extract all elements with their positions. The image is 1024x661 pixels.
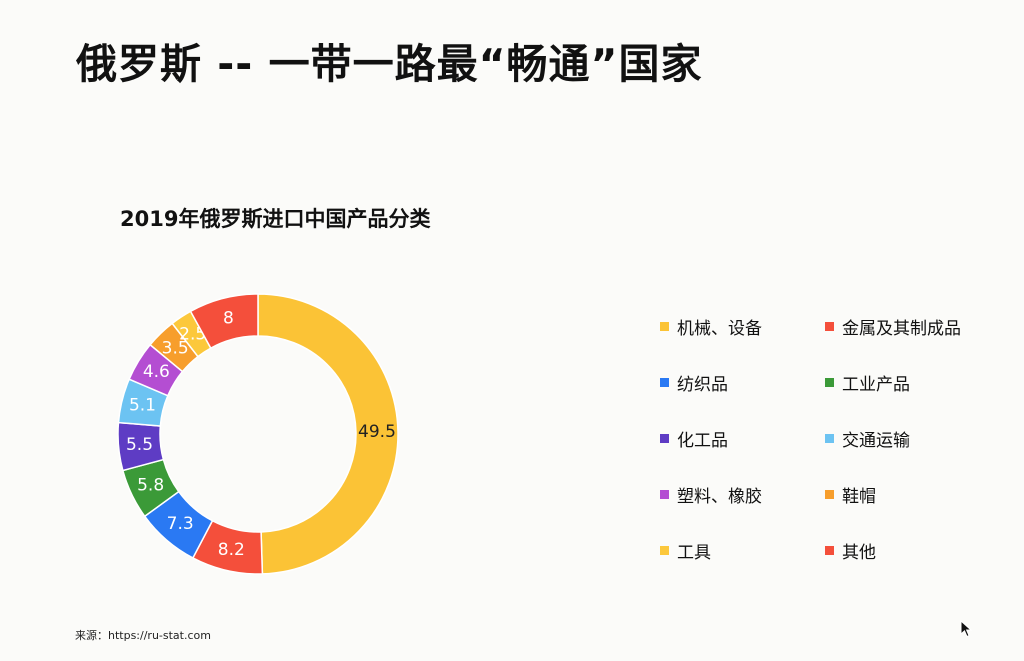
legend-item: 化工品: [660, 424, 825, 452]
legend-item: 机械、设备: [660, 312, 825, 340]
legend-item: 纺织品: [660, 368, 825, 396]
slice-data-label: 8.2: [218, 540, 245, 560]
slice-data-label: 4.6: [143, 362, 170, 382]
legend-label: 交通运输: [842, 430, 910, 451]
legend-label: 工具: [677, 542, 711, 563]
mouse-cursor-icon: [960, 620, 973, 638]
legend-label: 工业产品: [842, 374, 910, 395]
legend-label: 机械、设备: [677, 318, 762, 339]
legend-swatch: [825, 545, 834, 555]
legend-swatch: [660, 433, 669, 443]
legend-swatch: [660, 377, 669, 387]
legend-label: 鞋帽: [842, 486, 876, 507]
chart-title: 2019年俄罗斯进口中国产品分类: [120, 207, 431, 231]
chart-legend: 机械、设备 金属及其制成品纺织品 工业产品化工品 交通运输塑料、橡胶 鞋帽工具 其他: [660, 312, 1000, 592]
legend-item: 塑料、橡胶: [660, 480, 825, 508]
slice-data-label: 5.1: [129, 395, 156, 415]
donut-slice: [257, 293, 399, 575]
donut-slice: [189, 293, 259, 350]
legend-label: 塑料、橡胶: [677, 486, 762, 507]
legend-swatch: [825, 321, 834, 331]
slice-data-label: 49.5: [358, 422, 396, 442]
legend-swatch: [825, 433, 834, 443]
legend-swatch: [825, 489, 834, 499]
legend-item: 其他: [825, 536, 1000, 564]
legend-label: 其他: [842, 542, 876, 563]
legend-item: 鞋帽: [825, 480, 1000, 508]
legend-item: 工具: [660, 536, 825, 564]
legend-label: 化工品: [677, 430, 728, 451]
legend-swatch: [825, 377, 834, 387]
legend-label: 金属及其制成品: [842, 318, 961, 339]
slice-data-label: 7.3: [167, 514, 194, 534]
legend-label: 纺织品: [677, 374, 728, 395]
slice-data-label: 5.8: [137, 475, 164, 495]
slice-data-label: 3.5: [162, 339, 189, 359]
slice-data-label: 5.5: [126, 435, 153, 455]
source-note: 来源：https://ru-stat.com: [75, 629, 211, 642]
legend-swatch: [660, 545, 669, 555]
legend-item: 交通运输: [825, 424, 1000, 452]
legend-item: 金属及其制成品: [825, 312, 1000, 340]
slide-title: 俄罗斯 -- 一带一路最“畅通”国家: [76, 40, 703, 88]
slice-data-label: 2.5: [179, 325, 206, 345]
legend-item: 工业产品: [825, 368, 1000, 396]
slice-data-label: 8: [223, 309, 234, 329]
legend-swatch: [660, 321, 669, 331]
legend-swatch: [660, 489, 669, 499]
